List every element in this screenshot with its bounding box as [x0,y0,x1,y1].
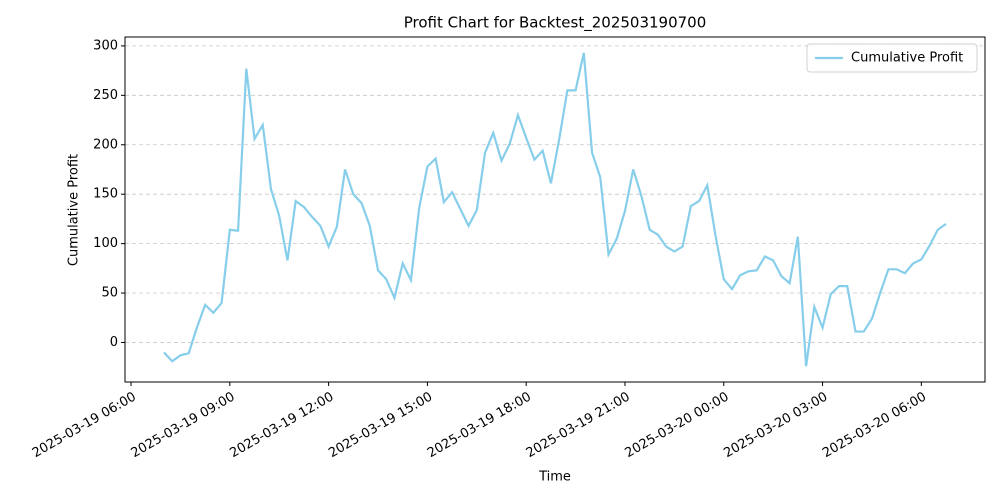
legend: Cumulative Profit [806,43,978,73]
line-series [163,52,947,367]
x-tick-label: 2025-03-20 03:00 [721,390,830,462]
y-tick-label: 300 [93,38,118,53]
chart-title: Profit Chart for Backtest_202503190700 [404,14,707,33]
y-tick-label: 250 [93,88,118,103]
x-tick-label: 2025-03-19 06:00 [30,390,139,462]
y-tick-label: 100 [93,236,118,251]
x-tick-label: 2025-03-19 15:00 [326,390,435,462]
x-tick-label: 2025-03-19 21:00 [524,390,633,462]
y-tick-label: 150 [93,187,118,202]
legend-label: Cumulative Profit [851,51,963,66]
x-tick-label: 2025-03-20 00:00 [623,390,732,462]
x-tick-label: 2025-03-20 06:00 [820,390,929,462]
x-tick-label: 2025-03-19 09:00 [129,390,238,462]
x-tick-label: 2025-03-19 12:00 [227,390,336,462]
x-tick-label: 2025-03-19 18:00 [425,390,534,462]
y-tick-label: 50 [101,286,118,301]
y-tick-label: 200 [93,137,118,152]
legend-box [806,43,978,73]
plot-frame [124,36,986,383]
x-axis-label: Time [538,470,571,485]
y-tick-label: 0 [110,335,118,350]
y-axis-label: Cumulative Profit [67,154,82,266]
